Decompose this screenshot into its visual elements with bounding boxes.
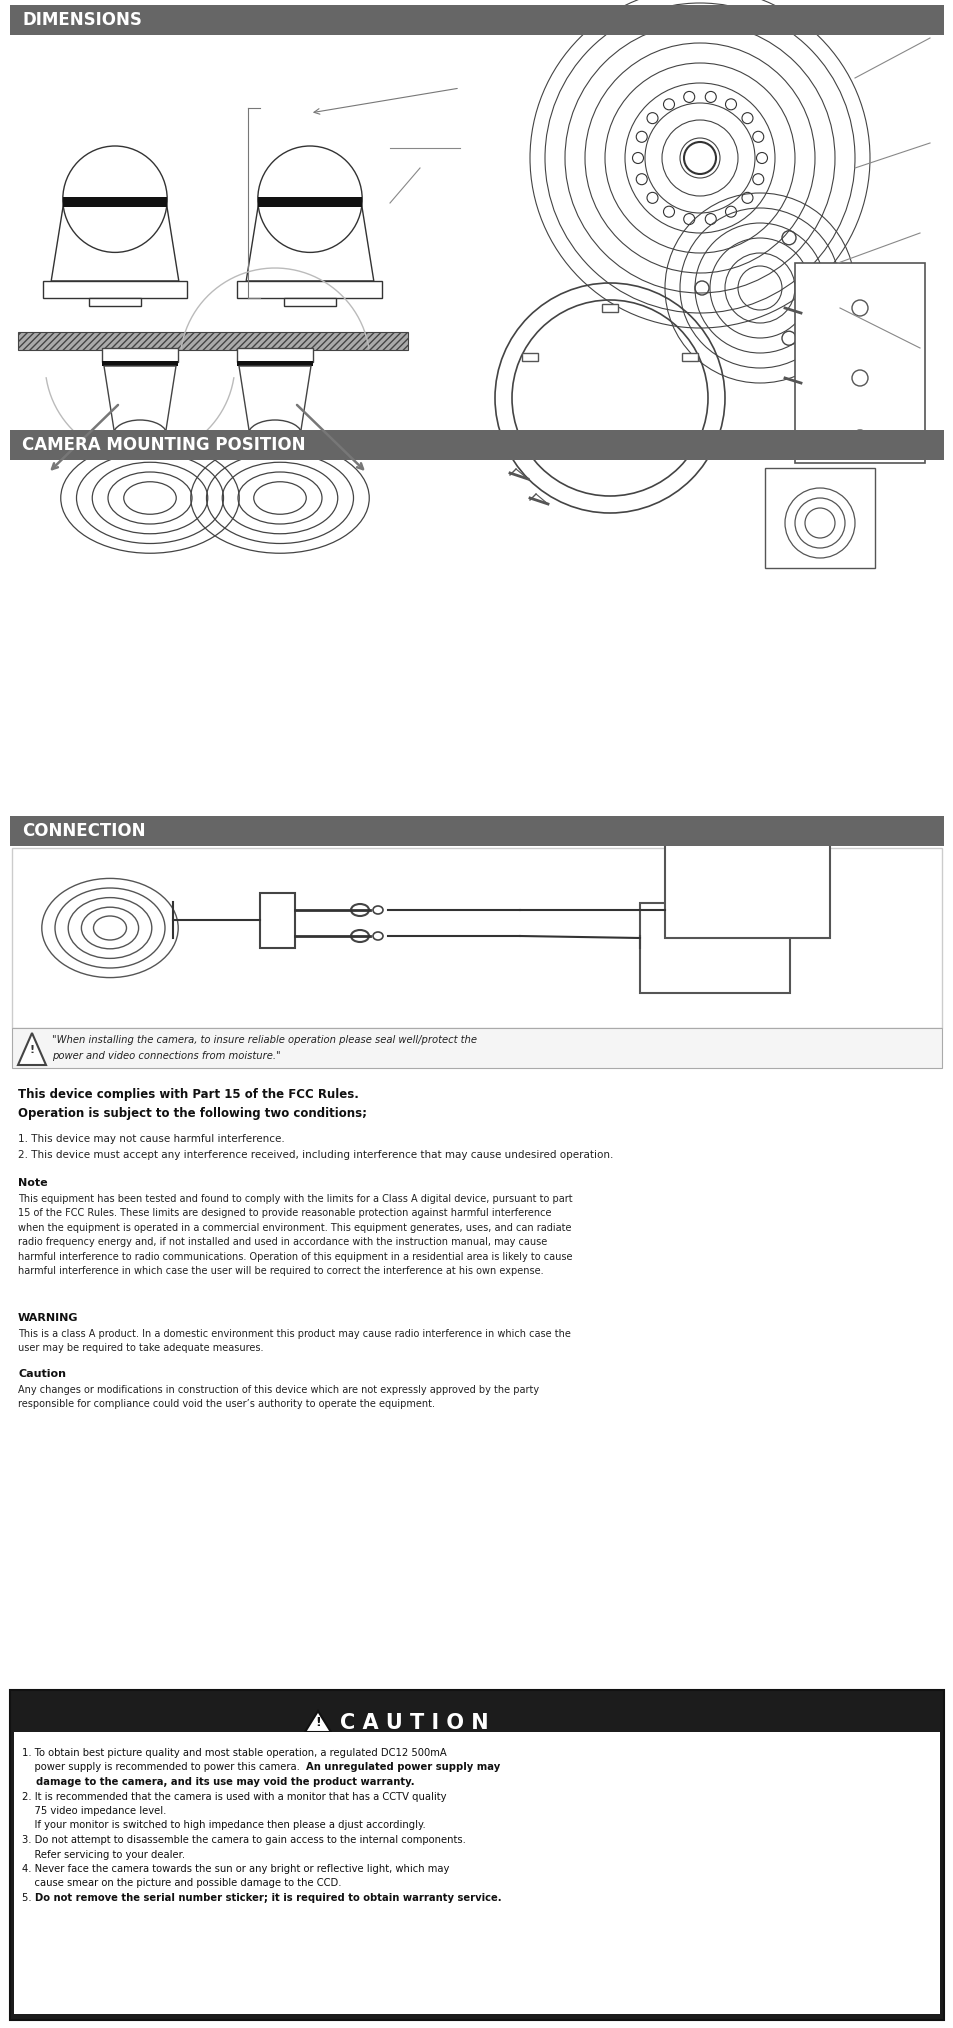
Bar — [764, 468, 874, 568]
Text: !: ! — [314, 1716, 320, 1730]
Text: CONNECTION: CONNECTION — [22, 821, 146, 840]
Text: "When installing the camera, to insure reliable operation please seal well/prote: "When installing the camera, to insure r… — [52, 1034, 476, 1044]
Polygon shape — [51, 199, 178, 282]
Bar — [794, 264, 924, 462]
Text: Caution: Caution — [18, 1369, 66, 1379]
Bar — [12, 1028, 941, 1069]
Polygon shape — [246, 199, 374, 282]
Text: This device complies with Part 15 of the FCC Rules.
Operation is subject to the : This device complies with Part 15 of the… — [18, 1087, 367, 1119]
Text: 3. Do not attempt to disassemble the camera to gain access to the internal compo: 3. Do not attempt to disassemble the cam… — [22, 1835, 465, 1845]
Bar — [237, 282, 382, 298]
Bar — [666, 829, 676, 836]
Polygon shape — [104, 365, 175, 430]
Text: 1. To obtain best picture quality and most stable operation, a regulated DC12 50: 1. To obtain best picture quality and mo… — [22, 1748, 446, 1758]
Text: If your monitor is switched to high impedance then please a djust accordingly.: If your monitor is switched to high impe… — [22, 1821, 425, 1831]
Bar — [260, 892, 294, 947]
Bar — [12, 848, 941, 1028]
Bar — [14, 1732, 939, 2014]
Text: CAMERA MOUNTING POSITION: CAMERA MOUNTING POSITION — [22, 436, 305, 454]
Text: Any changes or modifications in construction of this device which are not expres: Any changes or modifications in construc… — [18, 1385, 538, 1409]
Bar — [708, 829, 718, 836]
Ellipse shape — [248, 420, 302, 450]
Ellipse shape — [351, 904, 369, 917]
Text: !: ! — [30, 1044, 34, 1055]
Ellipse shape — [112, 420, 167, 450]
Text: cause smear on the picture and possible damage to the CCD.: cause smear on the picture and possible … — [22, 1878, 341, 1888]
Bar — [639, 902, 789, 994]
Text: 2. This device must accept any interference received, including interference tha: 2. This device must accept any interfere… — [18, 1150, 613, 1160]
Bar — [284, 298, 335, 306]
Polygon shape — [305, 1712, 331, 1732]
Polygon shape — [18, 1032, 46, 1065]
Text: power and video connections from moisture.": power and video connections from moistur… — [52, 1051, 280, 1061]
Text: 5.: 5. — [22, 1892, 34, 1902]
Text: damage to the camera, and its use may void the product warranty.: damage to the camera, and its use may vo… — [22, 1777, 415, 1787]
Ellipse shape — [373, 907, 382, 915]
Ellipse shape — [63, 146, 167, 251]
Text: C A U T I O N: C A U T I O N — [339, 1714, 488, 1734]
Bar — [89, 298, 141, 306]
Ellipse shape — [351, 931, 369, 941]
Bar — [236, 349, 313, 363]
Polygon shape — [239, 365, 311, 430]
Polygon shape — [601, 304, 618, 312]
Bar — [725, 829, 734, 836]
Text: Do not remove the serial number sticker; it is required to obtain warranty servi: Do not remove the serial number sticker;… — [34, 1892, 501, 1902]
Bar — [113, 430, 166, 434]
Text: An unregulated power supply may: An unregulated power supply may — [306, 1762, 500, 1772]
Bar — [257, 197, 362, 207]
Text: 2. It is recommended that the camera is used with a monitor that has a CCTV qual: 2. It is recommended that the camera is … — [22, 1791, 446, 1801]
Text: 4. Never face the camera towards the sun or any bright or reflective light, whic: 4. Never face the camera towards the sun… — [22, 1864, 449, 1874]
Text: 1. This device may not cause harmful interference.: 1. This device may not cause harmful int… — [18, 1134, 284, 1144]
Bar — [102, 349, 178, 363]
Text: This is a class A product. In a domestic environment this product may cause radi: This is a class A product. In a domestic… — [18, 1328, 570, 1353]
Bar — [102, 361, 178, 365]
Bar — [10, 815, 943, 846]
Text: Note: Note — [18, 1178, 48, 1188]
Bar — [675, 829, 683, 836]
Text: 75 video impedance level.: 75 video impedance level. — [22, 1807, 166, 1815]
Ellipse shape — [373, 933, 382, 941]
Polygon shape — [521, 353, 537, 361]
Ellipse shape — [257, 146, 362, 251]
Bar — [742, 829, 751, 836]
Polygon shape — [681, 353, 698, 361]
Text: This equipment has been tested and found to comply with the limits for a Class A: This equipment has been tested and found… — [18, 1194, 572, 1276]
Bar — [664, 827, 829, 939]
Bar — [18, 333, 408, 351]
Text: power supply is recommended to power this camera.: power supply is recommended to power thi… — [22, 1762, 306, 1772]
Text: DIMENSIONS: DIMENSIONS — [22, 10, 142, 28]
Bar — [10, 430, 943, 460]
Bar — [43, 282, 188, 298]
Text: WARNING: WARNING — [18, 1312, 78, 1322]
Bar — [63, 197, 167, 207]
Bar — [236, 361, 313, 365]
Bar — [10, 1689, 943, 2020]
Bar — [10, 4, 943, 34]
Bar — [249, 430, 301, 434]
Text: Refer servicing to your dealer.: Refer servicing to your dealer. — [22, 1850, 185, 1860]
Bar — [691, 829, 700, 836]
